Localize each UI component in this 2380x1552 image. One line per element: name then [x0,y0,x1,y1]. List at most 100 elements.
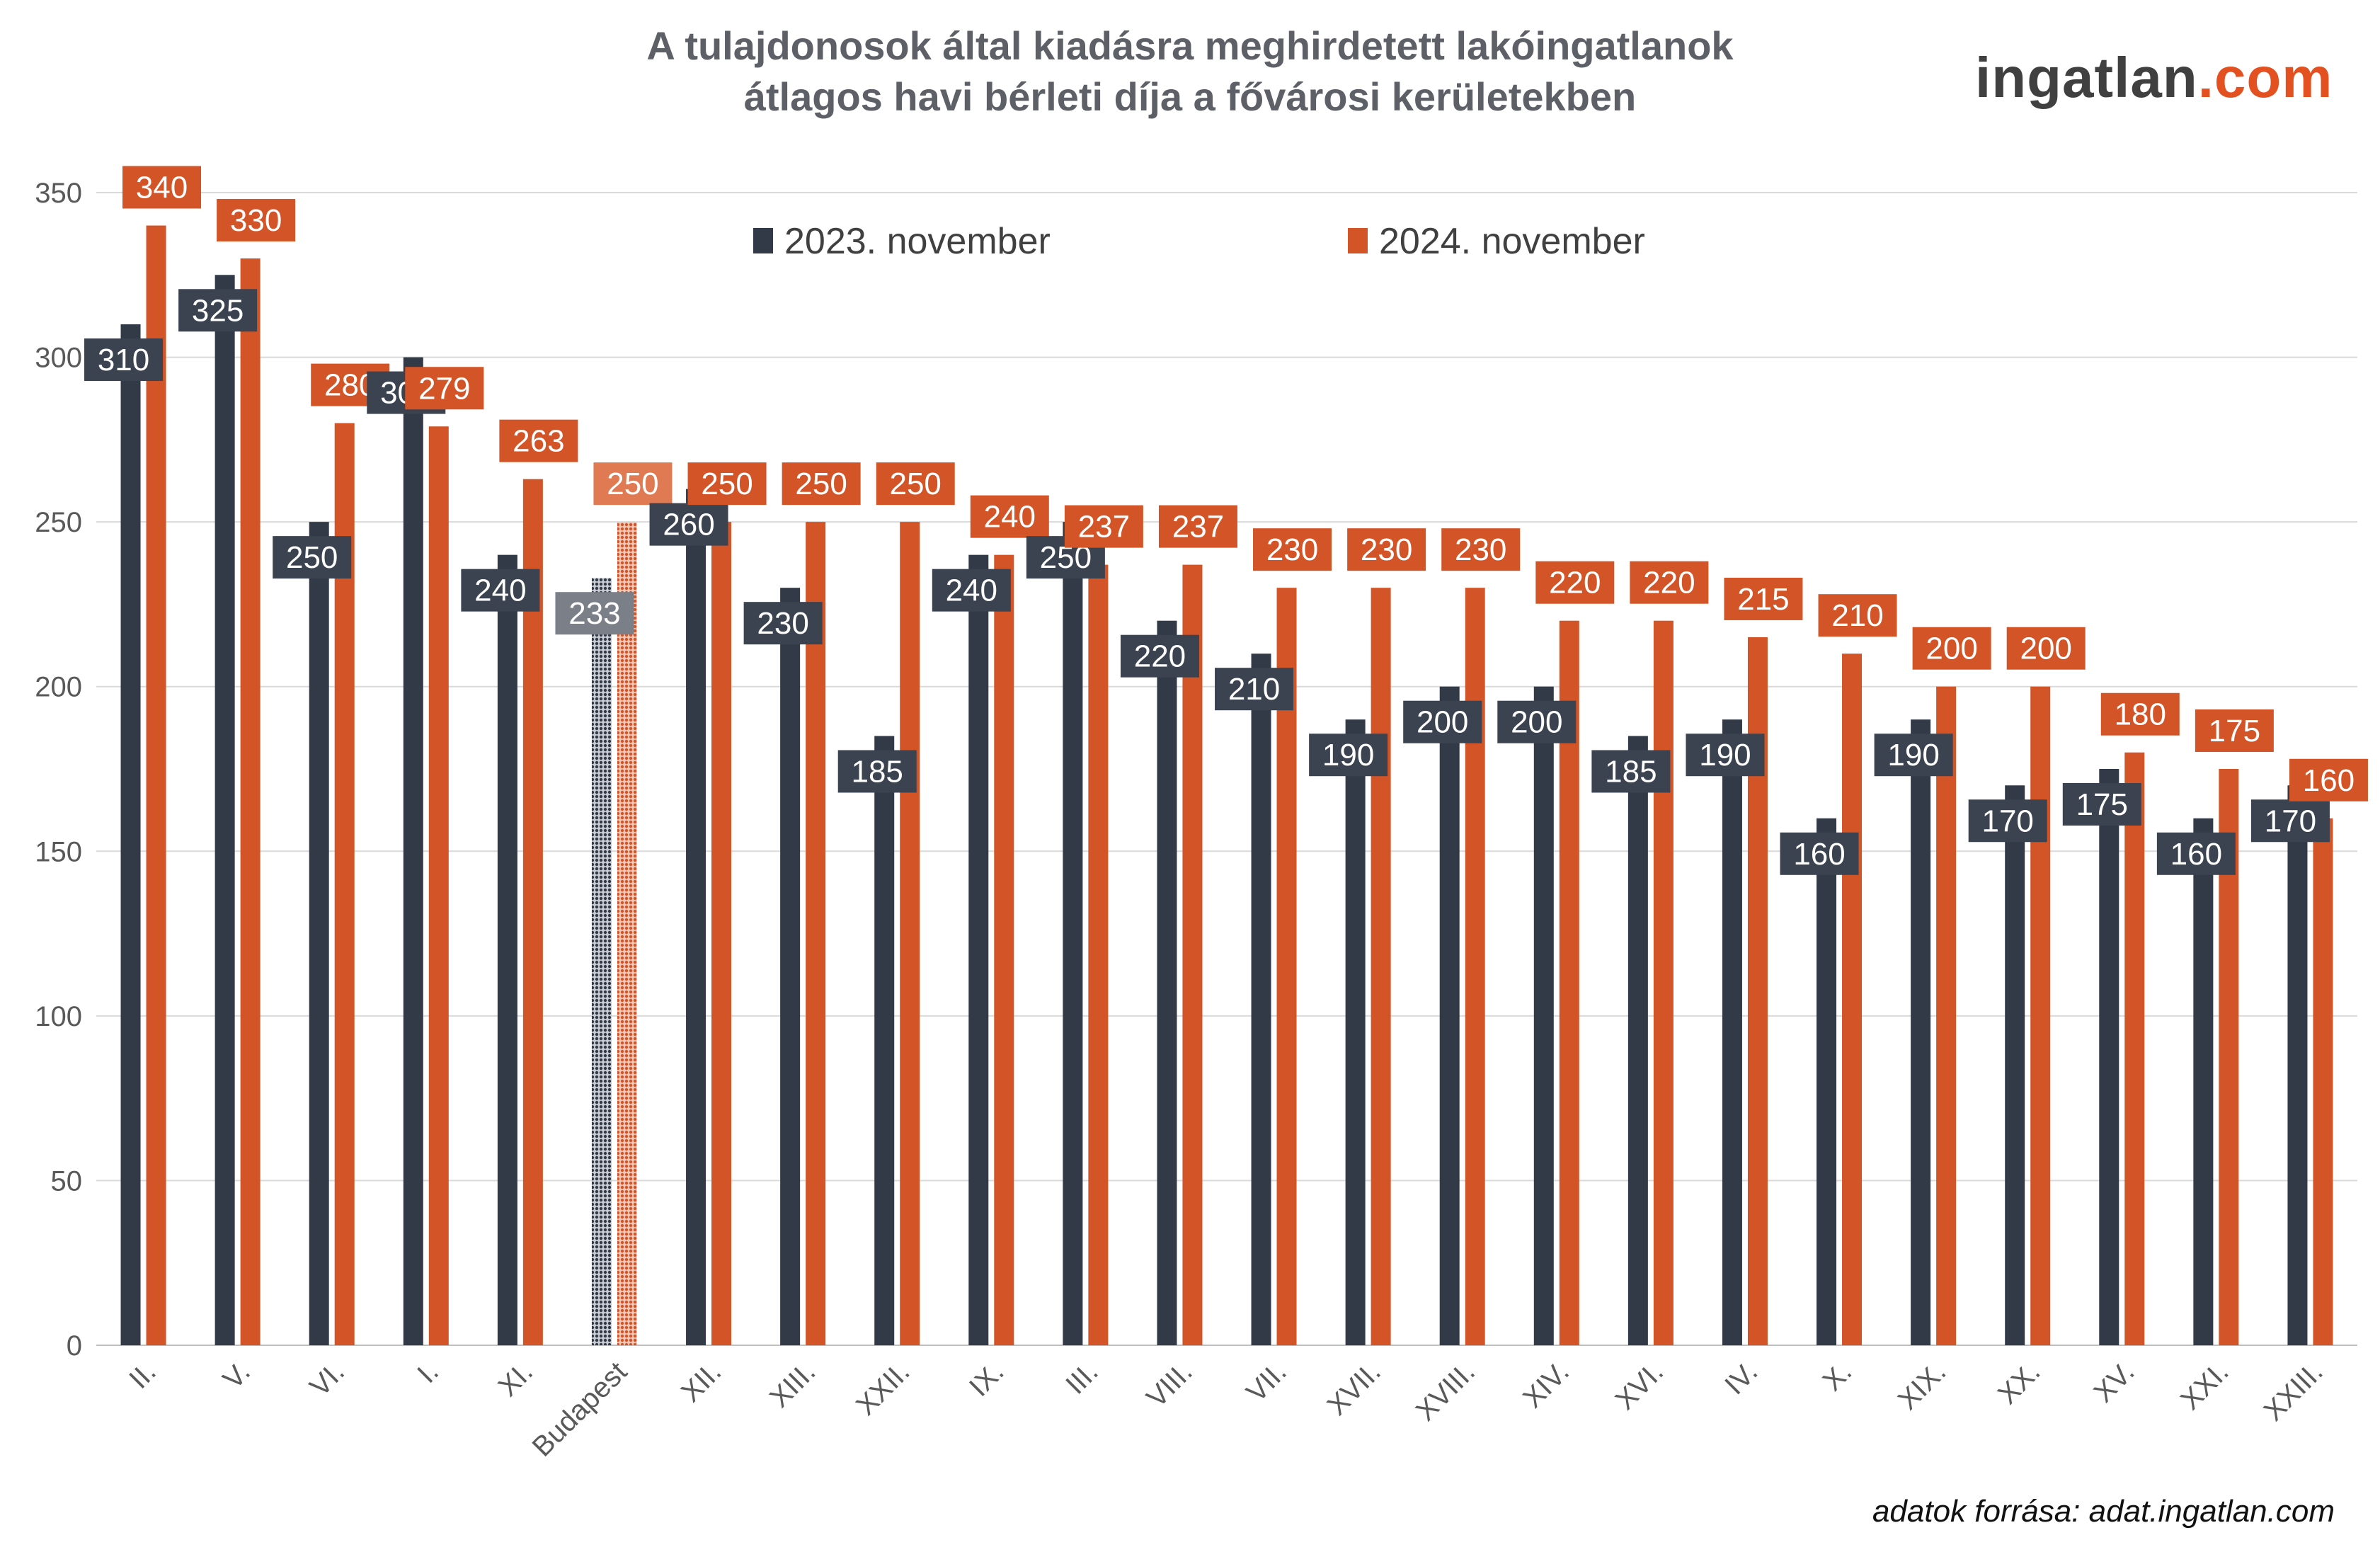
bar-2023-20 [2005,785,2025,1345]
data-label-box-2024-3 [405,367,484,410]
bar-2024-18 [1842,654,1863,1345]
data-label-box-2024-4 [499,419,578,462]
bar-2024-1 [240,258,261,1345]
data-label-2024-9: 240 [984,500,1036,535]
data-label-box-2024-7 [782,462,861,506]
bar-2024-6 [711,522,732,1346]
data-label-box-2023-18 [1780,832,1859,875]
bar-2023-6 [686,489,706,1345]
data-label-2023-5: 233 [568,596,620,631]
bar-2024-5 [617,522,637,1346]
data-label-2024-15: 220 [1549,566,1601,600]
data-label-box-2024-0 [122,166,202,209]
data-label-2024-18: 210 [1831,598,1883,633]
data-label-2023-21: 175 [2076,787,2128,822]
data-label-2023-11: 220 [1134,639,1186,674]
legend: 2023. november 2024. november [753,221,1645,262]
data-label-2024-11: 237 [1172,510,1224,544]
legend-swatch-0 [753,228,773,253]
bar-2023-13 [1345,719,1366,1345]
bar-2024-11 [1182,564,1203,1345]
data-label-box-2023-4 [461,569,540,612]
x-tick-label: XIV. [1517,1356,1575,1414]
data-label-2024-4: 263 [513,424,564,459]
data-label-box-2024-21 [2100,692,2180,736]
data-label-2024-7: 250 [795,467,847,501]
bar-2024-13 [1371,588,1391,1346]
data-label-box-2023-19 [1874,734,1953,777]
chart-title-line-2: átlagos havi bérleti díja a fővárosi ker… [743,74,1637,119]
data-label-box-2024-14 [1441,528,1521,571]
legend-label-0: 2023. november [784,221,1051,262]
bar-2024-3 [428,426,449,1345]
data-label-box-2023-7 [743,602,823,645]
logo-main-text: ingatlan [1975,46,2198,109]
legend-label-1: 2024. november [1379,221,1645,262]
data-label-box-2024-19 [1912,627,1991,670]
data-label-2023-19: 190 [1887,738,1939,772]
data-label-2023-1: 325 [192,293,244,328]
data-label-box-2024-18 [1818,594,1897,637]
data-label-box-2023-15 [1497,700,1577,743]
x-tick-label: I. [411,1356,445,1389]
x-tick-label: XXI. [2175,1356,2235,1416]
bar-2024-8 [900,522,920,1346]
data-label-box-2023-13 [1309,734,1388,777]
data-label-2024-23: 160 [2303,763,2355,798]
data-label-box-2024-5 [593,462,673,506]
bar-2023-10 [1063,522,1083,1346]
data-label-2024-17: 215 [1737,582,1789,617]
y-tick-label: 0 [67,1330,82,1362]
y-tick-label: 150 [35,836,82,867]
data-label-box-2023-8 [837,750,917,793]
data-label-2024-21: 180 [2115,697,2166,732]
data-label-2024-0: 340 [136,171,188,205]
data-label-2023-7: 230 [757,606,808,641]
logo-suffix-text: .com [2197,46,2333,109]
data-label-box-2023-20 [1968,799,2047,843]
x-tick-label: II. [123,1356,162,1395]
data-label-box-2023-12 [1215,668,1294,711]
data-label-2023-8: 185 [851,754,903,789]
data-label-box-2024-17 [1724,577,1803,620]
bar-2024-19 [1936,686,1957,1345]
bar-2023-1 [214,275,235,1346]
data-label-box-2023-9 [932,569,1011,612]
data-labels: 3103403253302502803002792402632332502602… [84,166,2368,875]
y-tick-label: 50 [51,1165,83,1197]
data-label-box-2024-12 [1253,528,1332,571]
data-label-2023-22: 160 [2170,837,2222,872]
data-label-2024-3: 279 [418,371,470,406]
data-label-2023-16: 185 [1605,754,1657,789]
legend-swatch-1 [1348,228,1368,253]
bar-2024-10 [1088,564,1109,1345]
bar-2024-9 [994,554,1014,1345]
data-label-box-2024-13 [1347,528,1426,571]
data-label-box-2023-2 [273,536,352,579]
data-label-2023-9: 240 [946,574,997,608]
data-label-box-2024-15 [1535,561,1615,604]
bar-2023-7 [780,588,801,1346]
data-label-2023-15: 200 [1511,705,1562,740]
data-label-2024-16: 220 [1643,566,1695,600]
y-tick-label: 300 [35,343,82,374]
x-tick-label: VI. [304,1356,350,1403]
data-label-box-2024-11 [1158,505,1237,548]
y-tick-label: 100 [35,1001,82,1032]
x-tick-label: IV. [1719,1356,1763,1400]
data-label-2024-22: 175 [2209,714,2260,748]
bar-2024-0 [146,225,166,1345]
data-label-2024-8: 250 [889,467,941,501]
y-tick-label: 350 [35,178,82,209]
x-tick-label: XXIII. [2258,1356,2329,1427]
bar-2023-5 [591,578,612,1345]
data-label-box-2024-8 [876,462,955,506]
data-label-2023-2: 250 [286,540,338,575]
bar-2023-12 [1251,654,1271,1345]
data-label-box-2023-1 [178,289,258,332]
bar-2023-21 [2099,769,2119,1345]
data-label-2024-14: 230 [1455,532,1506,567]
x-tick-label: X. [1817,1356,1858,1397]
data-label-2023-4: 240 [474,574,526,608]
